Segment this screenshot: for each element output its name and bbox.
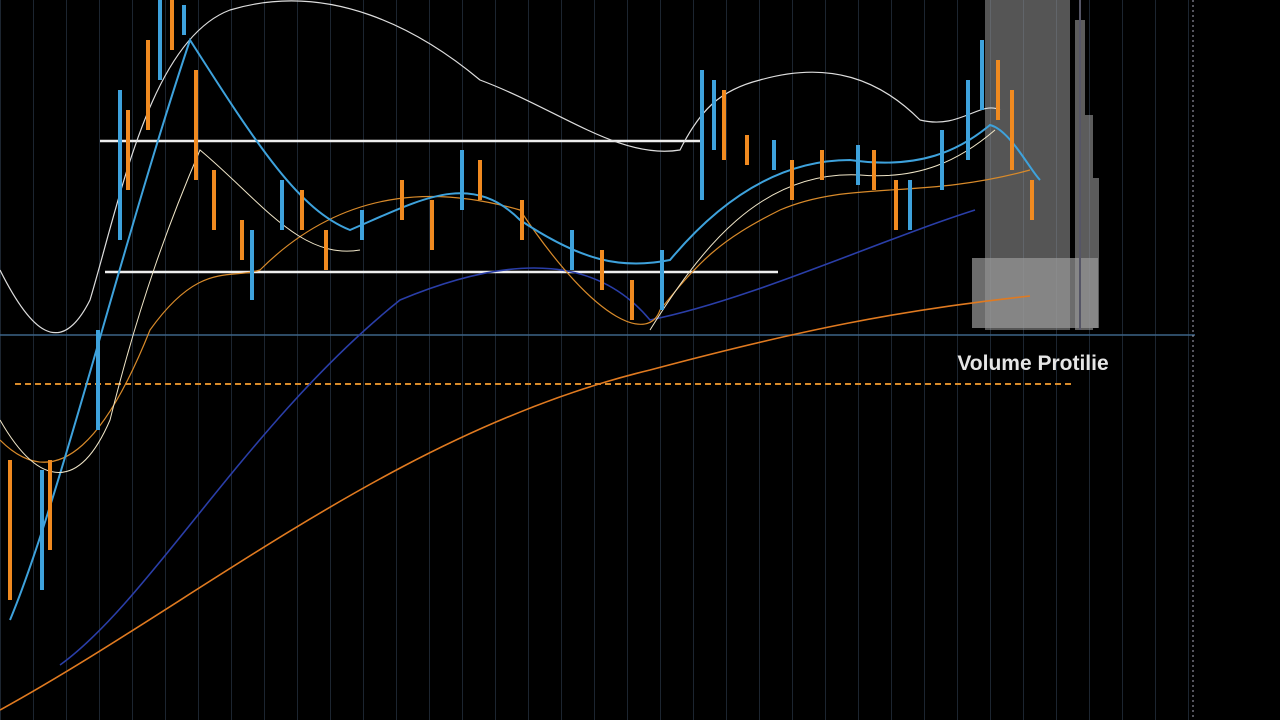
ma-long <box>0 295 1031 711</box>
candles <box>8 0 1034 600</box>
ma-mid <box>59 209 976 666</box>
profile-label: Volume Protilie <box>957 352 1108 375</box>
price-line <box>9 37 1041 621</box>
envelope <box>0 0 1001 334</box>
band-line <box>0 129 996 473</box>
ma-short <box>0 169 1031 463</box>
